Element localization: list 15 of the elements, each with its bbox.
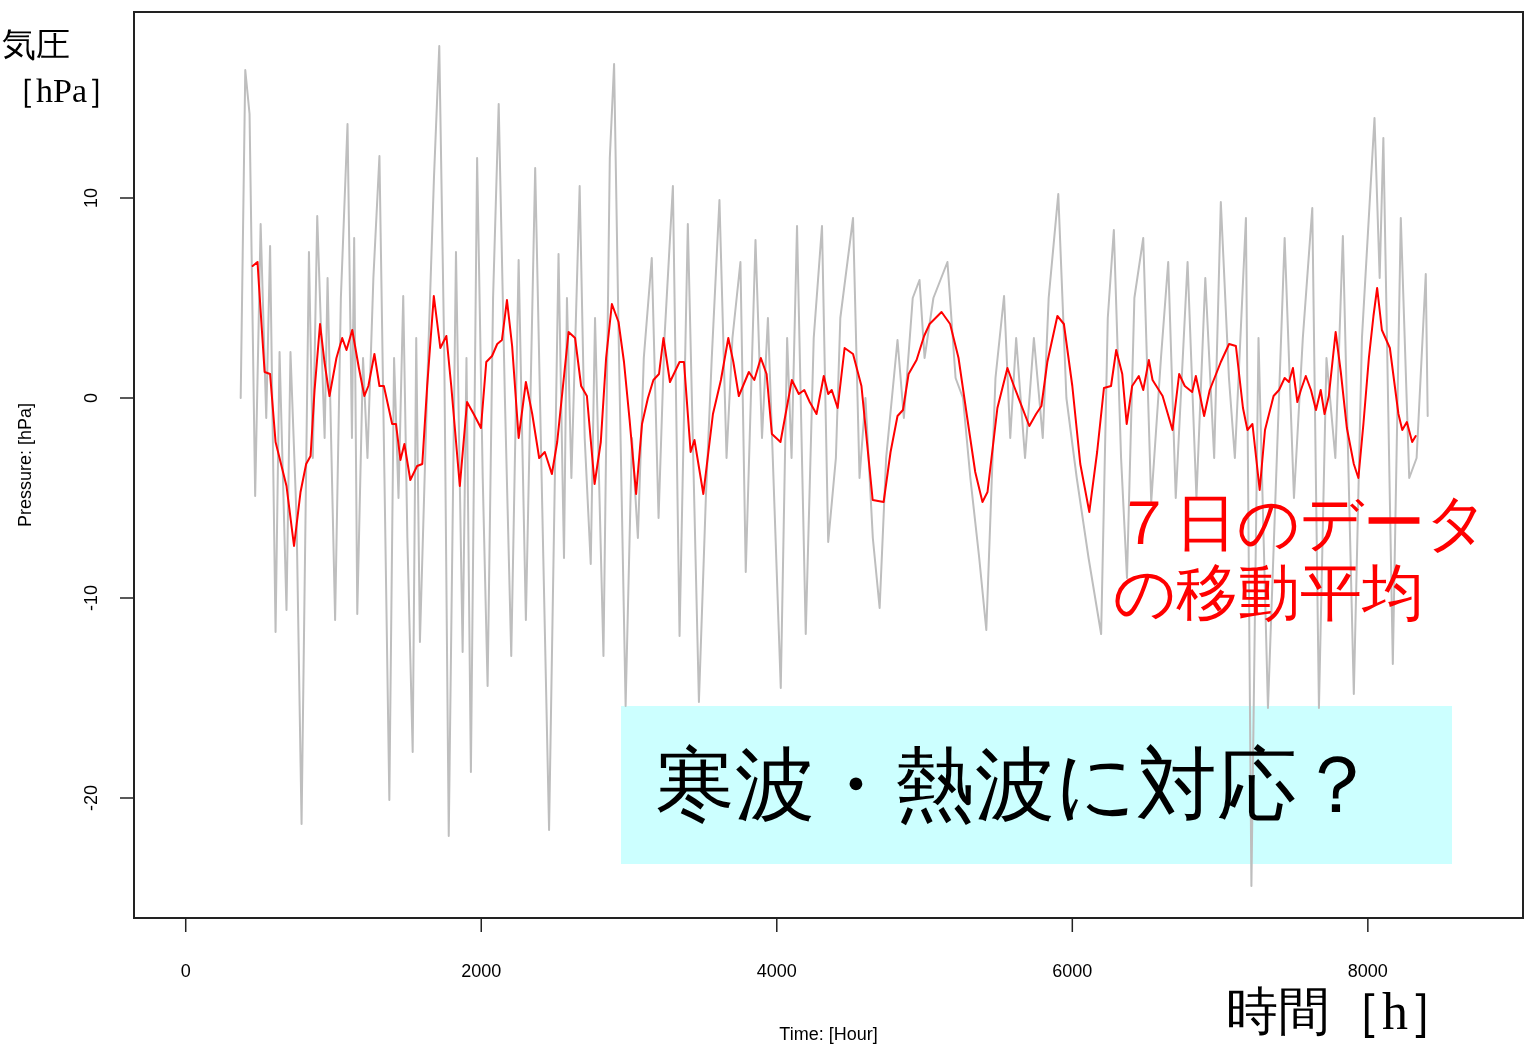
text: 時間［h］ (1226, 983, 1461, 1040)
y-tick-label: -10 (81, 584, 101, 612)
y-tick-label: 10 (81, 187, 101, 209)
y-tick-label: 0 (81, 392, 101, 404)
x-tick-label: 0 (180, 961, 191, 981)
x-tick-label: 4000 (756, 961, 797, 981)
line-series (239, 45, 1429, 887)
x-tick-label: 2000 (461, 961, 502, 981)
text: 気圧［hPa］ (2, 25, 122, 111)
y-axis-title: Pressure: [hPa] (15, 402, 35, 528)
y-tick-label: -20 (81, 784, 101, 812)
x-tick-label: 8000 (1347, 961, 1388, 981)
x-axis-title: Time: [Hour] (779, 1024, 878, 1044)
x-tick-label: 6000 (1052, 961, 1093, 981)
series-label: ７日のデータの移動平均 (1113, 488, 1489, 628)
